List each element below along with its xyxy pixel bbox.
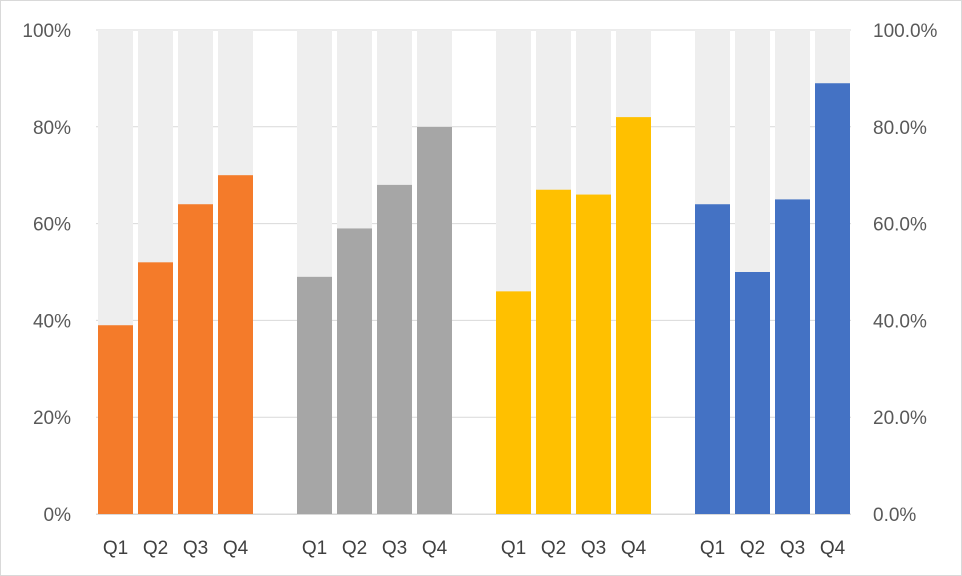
- bar-3-q2: [536, 189, 571, 514]
- data-bars: [98, 83, 850, 515]
- left-axis-tick-label: 40%: [33, 311, 71, 332]
- left-axis-tick-label: 80%: [33, 118, 71, 139]
- right-axis-tick-label: 60.0%: [873, 215, 927, 236]
- category-axis: Q1 Q2 Q3 Q4 Q1 Q2 Q3 Q4 Q1 Q2 Q3 Q4 Q1 Q2 Q3 Q4: [103, 538, 846, 559]
- bar-3-q3: [576, 194, 611, 514]
- category-label: Q3: [581, 538, 606, 559]
- bar-1-q3: [178, 204, 213, 515]
- category-label: Q4: [820, 538, 846, 559]
- bar-2-q2: [337, 228, 372, 514]
- bar-1-q1: [98, 325, 133, 514]
- category-label: Q4: [621, 538, 647, 559]
- right-axis-tick-label: 20.0%: [873, 408, 927, 429]
- right-axis-tick-label: 40.0%: [873, 311, 927, 332]
- bar-1-q4: [218, 175, 253, 514]
- left-axis-tick-label: 20%: [33, 408, 71, 429]
- category-label: Q2: [541, 538, 566, 559]
- bar-2-q4: [417, 126, 452, 515]
- bar-2-q3: [377, 184, 412, 514]
- category-label: Q1: [302, 538, 327, 559]
- category-label: Q3: [780, 538, 805, 559]
- right-axis-tick-label: 100.0%: [873, 21, 938, 42]
- category-label: Q1: [501, 538, 526, 559]
- right-axis-tick-label: 0.0%: [873, 505, 916, 526]
- right-axis-tick-label: 80.0%: [873, 118, 927, 139]
- category-label: Q1: [103, 538, 128, 559]
- bar-2-q1: [297, 276, 332, 514]
- left-axis-tick-label: 0%: [44, 505, 72, 526]
- bar-3-q4: [616, 117, 651, 515]
- category-label: Q1: [700, 538, 725, 559]
- left-axis-tick-label: 60%: [33, 215, 71, 236]
- bar-4-q3: [775, 199, 810, 514]
- category-label: Q4: [223, 538, 249, 559]
- left-axis-tick-label: 100%: [22, 21, 71, 42]
- category-label: Q2: [740, 538, 765, 559]
- category-label: Q3: [183, 538, 208, 559]
- right-axis: 0.0% 20.0% 40.0% 60.0% 80.0% 100.0%: [873, 21, 938, 526]
- bar-1-q2: [138, 262, 173, 514]
- category-label: Q2: [143, 538, 168, 559]
- category-label: Q4: [422, 538, 448, 559]
- bar-4-q4: [815, 83, 850, 515]
- bar-4-q2: [735, 272, 770, 514]
- left-axis: 0% 20% 40% 60% 80% 100%: [22, 21, 71, 526]
- category-label: Q3: [382, 538, 407, 559]
- bar-3-q1: [496, 291, 531, 514]
- category-label: Q2: [342, 538, 367, 559]
- bar-4-q1: [695, 204, 730, 515]
